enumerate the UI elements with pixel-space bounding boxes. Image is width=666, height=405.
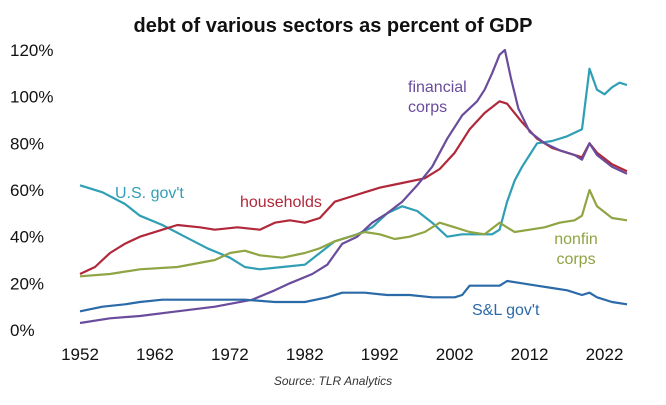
- series-line-2: [79, 48, 628, 325]
- x-tick-label: 1992: [361, 345, 399, 364]
- y-tick-label: 80%: [10, 134, 44, 153]
- series-label-1: households: [240, 194, 322, 211]
- series-lines: [79, 48, 628, 325]
- series-label-4: S&L gov't: [472, 302, 540, 319]
- series-labels: U.S. gov't households financial corps nonfin…: [115, 79, 598, 319]
- y-tick-label: 60%: [10, 181, 44, 200]
- series-line-0: [79, 67, 628, 271]
- x-tick-label: 2022: [586, 345, 624, 364]
- source-note: Source: TLR Analytics: [274, 374, 392, 388]
- y-tick-label: 0%: [10, 321, 35, 340]
- series-label-2: financial corps: [408, 79, 467, 116]
- x-tick-label: 1972: [211, 345, 249, 364]
- series-label-0: U.S. gov't: [115, 185, 184, 202]
- y-tick-label: 120%: [10, 41, 53, 60]
- chart-title: debt of various sectors as percent of GD…: [134, 15, 533, 37]
- series-label-3: nonfin corps: [554, 231, 598, 268]
- x-tick-label: 2012: [511, 345, 549, 364]
- series-line-3: [79, 188, 628, 278]
- x-tick-label: 2002: [436, 345, 474, 364]
- x-axis: 1952 1962 1972 1982 1992 2002 2012 2022: [61, 345, 623, 364]
- y-axis: 0% 20% 40% 60% 80% 100% 120%: [10, 41, 53, 340]
- x-tick-label: 1982: [286, 345, 324, 364]
- y-tick-label: 100%: [10, 88, 53, 107]
- series-line-4: [79, 279, 628, 313]
- y-tick-label: 20%: [10, 274, 44, 293]
- y-tick-label: 40%: [10, 228, 44, 247]
- x-tick-label: 1962: [136, 345, 174, 364]
- x-tick-label: 1952: [61, 345, 99, 364]
